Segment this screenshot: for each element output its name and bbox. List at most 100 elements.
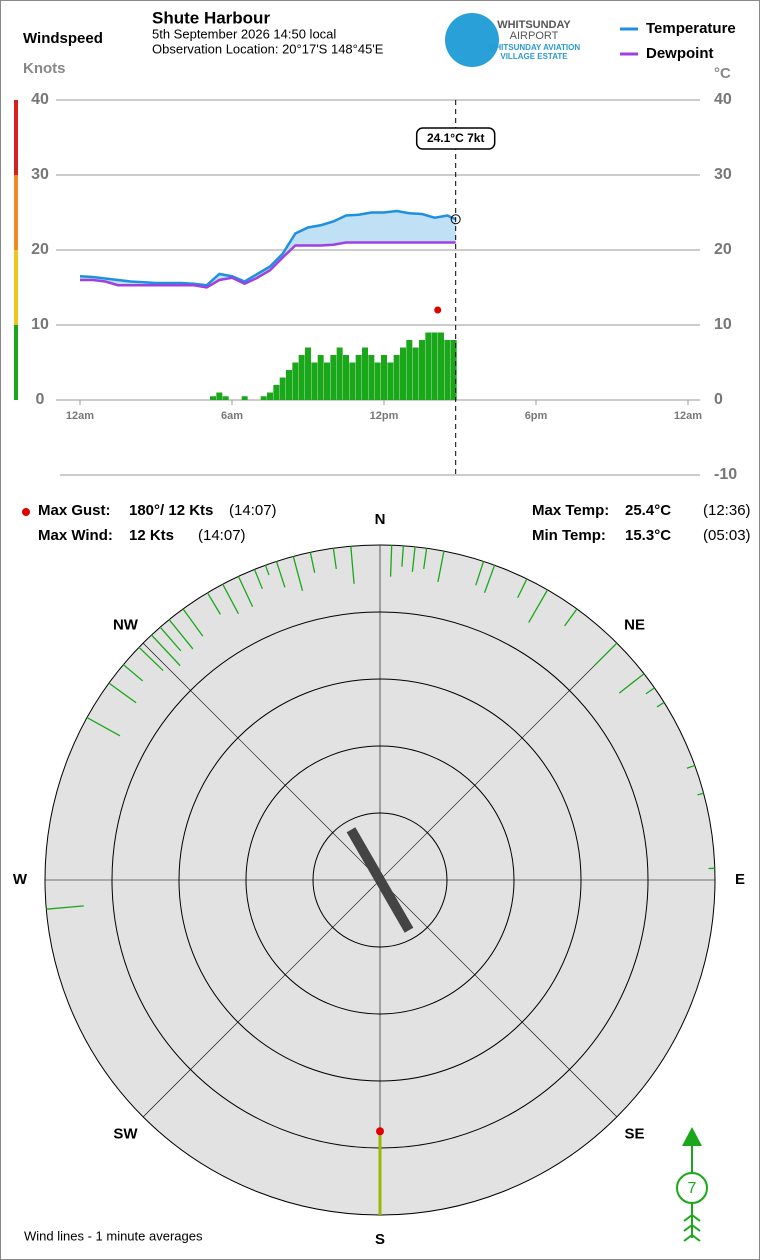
wind-line	[108, 682, 137, 704]
wind-bar	[298, 355, 305, 400]
wind-line	[122, 664, 144, 682]
x-tick-label: 12am	[674, 410, 702, 422]
wind-line	[275, 561, 286, 588]
wind-line	[350, 546, 355, 584]
wind-line	[292, 556, 304, 591]
wind-bar	[412, 347, 419, 400]
x-tick-label: 6pm	[525, 410, 548, 422]
y2-tick-label: 20	[714, 241, 732, 258]
feather	[691, 1214, 701, 1222]
y2-tick-label: -10	[714, 466, 737, 483]
y-tick-label: 30	[31, 166, 49, 183]
gust-bullet	[22, 508, 30, 516]
scale-band	[14, 175, 18, 250]
wind-line	[528, 589, 549, 623]
scale-band	[14, 250, 18, 325]
wind-line	[168, 619, 194, 650]
wind-line	[686, 764, 696, 769]
cursor-point	[450, 214, 461, 225]
direction-label: SE	[625, 1126, 645, 1143]
y-tick-label: 10	[31, 316, 49, 333]
logo-text: VILLAGE ESTATE	[500, 52, 568, 61]
annotation-label: 24.1°C 7kt	[427, 131, 485, 145]
wind-bar	[279, 377, 286, 400]
stat-value: 25.4°C	[625, 502, 671, 519]
location: Observation Location: 20°17'S 148°45'E	[152, 41, 384, 56]
wind-bar	[393, 355, 400, 400]
wind-bar	[400, 347, 406, 400]
x-tick-label: 12am	[66, 410, 94, 422]
wind-line	[159, 626, 182, 652]
wind-bar	[286, 370, 292, 400]
direction-label: NW	[113, 616, 139, 633]
wind-bar	[260, 396, 267, 400]
wind-line	[222, 583, 240, 615]
wind-bar	[324, 362, 330, 400]
wind-bar	[387, 362, 394, 400]
wind-line	[151, 634, 181, 667]
y2-tick-label: 40	[714, 91, 732, 108]
wind-bar	[419, 340, 425, 400]
y-tick-label: 40	[31, 91, 49, 108]
wind-line	[401, 545, 405, 567]
wind-bar	[374, 362, 381, 400]
footer: Wind lines - 1 minute averages	[24, 1228, 203, 1243]
y2-tick-label: 0	[714, 391, 723, 408]
wind-bar	[216, 392, 223, 400]
wind-line	[517, 578, 528, 599]
title: Shute Harbour	[152, 8, 270, 27]
wind-bar	[292, 362, 299, 400]
y-tick-label: 20	[31, 241, 49, 258]
y-axis-units: Knots	[23, 60, 66, 77]
direction-bar	[346, 827, 414, 933]
wind-line	[237, 576, 254, 608]
wind-line	[697, 792, 704, 796]
logo-text: AIRPORT	[510, 30, 559, 42]
stat-time: (05:03)	[703, 527, 751, 544]
wind-bar	[317, 355, 324, 400]
stat-value: 180°/ 12 Kts	[129, 502, 213, 519]
wind-bar	[425, 332, 432, 400]
stat-time: (14:07)	[229, 502, 277, 519]
temp-dew-fill	[80, 211, 456, 288]
wind-bar	[355, 355, 362, 400]
series-line	[80, 241, 456, 289]
logo	[445, 13, 499, 67]
gust-marker	[376, 1127, 384, 1136]
wind-line	[618, 673, 645, 694]
gust-marker	[434, 306, 442, 314]
stat-value: 12 Kts	[129, 527, 174, 544]
stat-time: (14:07)	[198, 527, 246, 544]
wind-line	[389, 545, 393, 577]
legend-label: Dewpoint	[646, 45, 714, 62]
stat-value: 15.3°C	[625, 527, 671, 544]
direction-label: NE	[624, 616, 645, 633]
wind-line	[483, 564, 496, 593]
y-axis-label: Windspeed	[23, 30, 103, 47]
stat-label: Max Wind:	[38, 527, 113, 544]
stat-time: (12:36)	[703, 502, 751, 519]
logo-text: WHITSUNDAY	[497, 19, 571, 31]
feather	[691, 1234, 701, 1242]
wind-line	[656, 701, 665, 708]
wind-line	[423, 548, 428, 570]
wind-line	[182, 608, 204, 637]
wind-line	[437, 551, 445, 583]
scale-band	[14, 100, 18, 175]
wind-bar	[222, 396, 229, 400]
direction-label: W	[13, 871, 28, 888]
wind-line	[46, 905, 84, 910]
scale-band	[14, 325, 18, 400]
wind-line	[206, 592, 221, 615]
feather	[683, 1214, 693, 1222]
y2-tick-label: 30	[714, 166, 732, 183]
current-speed: 7	[688, 1180, 697, 1197]
wind-bar	[444, 340, 451, 400]
wind-bar	[450, 340, 457, 400]
wind-bar	[336, 347, 343, 400]
y-tick-label: 0	[36, 391, 45, 408]
x-tick-label: 12pm	[370, 410, 399, 422]
wind-bar	[267, 392, 273, 400]
wind-line	[564, 608, 578, 627]
